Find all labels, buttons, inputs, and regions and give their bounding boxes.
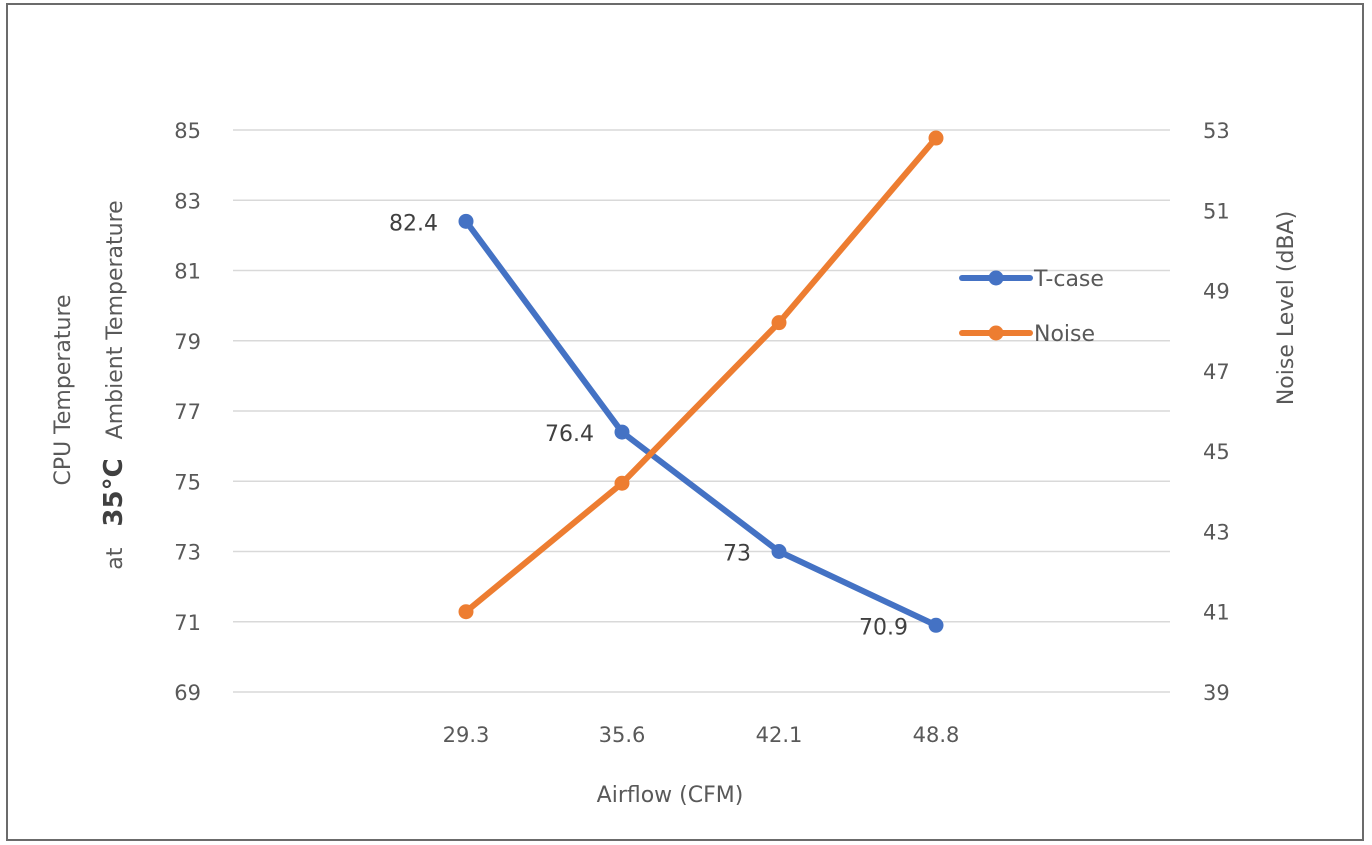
left-axis-title-prefix: at	[103, 547, 128, 569]
data-label-t-case: 76.4	[545, 422, 594, 447]
left-axis-title-line2: at 35°C Ambient Temperature	[99, 200, 129, 569]
left-axis-title-suffix: Ambient Temperature	[103, 200, 128, 439]
x-tick-label: 42.1	[756, 723, 803, 747]
gridlines	[233, 129, 1170, 693]
data-point-t-case	[614, 424, 630, 440]
left-axis-ticks: 69 71 73 75 77 79 81 83 85	[174, 119, 201, 705]
left-tick-label: 75	[174, 470, 201, 494]
x-tick-label: 35.6	[599, 723, 646, 747]
right-tick-label: 51	[1203, 199, 1230, 223]
left-tick-label: 85	[174, 119, 201, 143]
right-tick-label: 53	[1203, 119, 1230, 143]
right-tick-label: 41	[1203, 601, 1230, 625]
left-tick-label: 71	[174, 611, 201, 635]
x-axis-ticks: 29.3 35.6 42.1 48.8	[443, 723, 960, 747]
data-label-t-case: 70.9	[859, 615, 908, 640]
legend-marker-noise	[988, 325, 1004, 341]
svg-text:Noise Level (dBA): Noise Level (dBA)	[1274, 211, 1299, 405]
legend-label-t-case: T-case	[1033, 267, 1104, 292]
left-axis-title-temp: 35°C	[99, 458, 129, 526]
data-label-t-case: 82.4	[389, 211, 438, 236]
series-line-t-case	[463, 218, 939, 629]
data-point-t-case	[928, 617, 944, 633]
x-tick-label: 29.3	[443, 723, 490, 747]
data-labels: 82.4 76.4 73 70.9	[389, 211, 908, 640]
legend-marker-t-case	[988, 270, 1004, 286]
left-tick-label: 77	[174, 400, 201, 424]
right-tick-label: 39	[1203, 681, 1230, 705]
legend: T-case Noise	[959, 267, 1104, 347]
data-point-noise	[928, 130, 944, 146]
x-axis-title: Airflow (CFM)	[597, 783, 744, 808]
data-point-noise	[458, 604, 474, 620]
right-tick-label: 49	[1203, 280, 1230, 304]
series-line-noise	[463, 135, 939, 615]
left-tick-label: 69	[174, 681, 201, 705]
data-point-noise	[614, 475, 630, 491]
data-label-t-case: 73	[723, 542, 751, 567]
legend-label-noise: Noise	[1034, 322, 1095, 347]
x-tick-label: 48.8	[913, 723, 960, 747]
data-point-t-case	[458, 213, 474, 229]
left-tick-label: 73	[174, 541, 201, 565]
right-axis-title: Noise Level (dBA)	[1274, 211, 1299, 405]
left-axis-title-line1: CPU Temperature	[51, 294, 76, 485]
left-tick-label: 81	[174, 260, 201, 284]
left-tick-label: 83	[174, 189, 201, 213]
right-axis-ticks: 39 41 43 45 47 49 51 53	[1203, 119, 1230, 705]
svg-text:at 35°C Ambient Te: at 35°C Ambient Temperature	[99, 200, 129, 569]
left-axis-title: CPU Temperature	[51, 294, 76, 485]
right-tick-label: 45	[1203, 440, 1230, 464]
series-layer	[458, 130, 944, 633]
right-tick-label: 43	[1203, 520, 1230, 544]
left-tick-label: 79	[174, 330, 201, 354]
right-tick-label: 47	[1203, 360, 1230, 384]
data-point-t-case	[771, 544, 787, 559]
data-point-noise	[771, 315, 787, 331]
